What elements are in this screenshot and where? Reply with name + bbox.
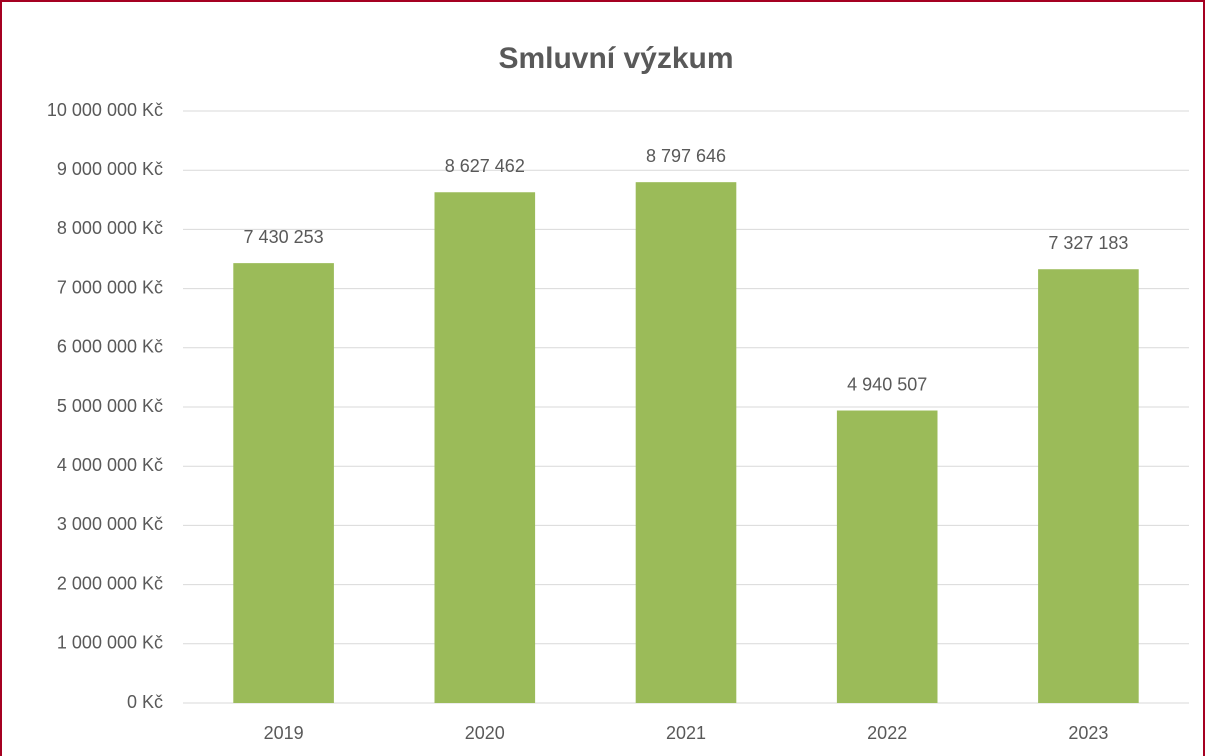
x-tick-label: 2023 (1068, 723, 1108, 743)
data-label: 8 627 462 (445, 156, 525, 176)
chart-title: Smluvní výzkum (498, 42, 733, 75)
x-tick-label: 2021 (666, 723, 706, 743)
bar (434, 192, 536, 703)
y-tick-label: 9 000 000 Kč (57, 159, 163, 179)
data-label: 4 940 507 (847, 374, 927, 394)
y-tick-label: 3 000 000 Kč (57, 514, 163, 534)
bar (635, 182, 737, 704)
data-label: 7 327 183 (1048, 233, 1128, 253)
y-tick-label: 2 000 000 Kč (57, 573, 163, 593)
y-tick-label: 1 000 000 Kč (57, 633, 163, 653)
y-tick-label: 6 000 000 Kč (57, 337, 163, 357)
x-tick-label: 2020 (465, 723, 505, 743)
data-label: 7 430 253 (244, 227, 324, 247)
y-tick-label: 5 000 000 Kč (57, 396, 163, 416)
y-tick-label: 10 000 000 Kč (47, 100, 163, 120)
data-label: 8 797 646 (646, 146, 726, 166)
y-tick-label: 7 000 000 Kč (57, 277, 163, 297)
x-tick-label: 2019 (264, 723, 304, 743)
bar (233, 263, 334, 703)
x-tick-label: 2022 (867, 723, 907, 743)
y-tick-label: 8 000 000 Kč (57, 218, 163, 238)
bar (1038, 269, 1139, 703)
y-tick-label: 0 Kč (127, 692, 163, 712)
y-tick-label: 4 000 000 Kč (57, 455, 163, 475)
bar (836, 410, 938, 703)
